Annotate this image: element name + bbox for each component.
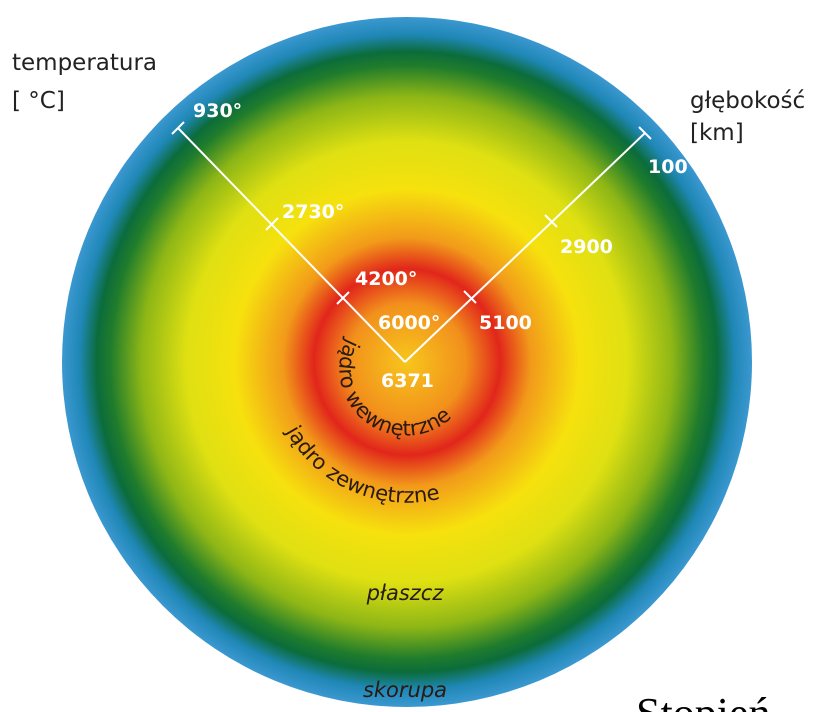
mantle-label: płaszcz xyxy=(366,581,445,605)
axes xyxy=(171,121,652,363)
tick xyxy=(336,291,350,305)
crust-label: skorupa xyxy=(363,678,447,702)
tick xyxy=(171,121,185,135)
footer-text: Stopień xyxy=(636,689,770,712)
tick xyxy=(463,290,477,304)
depth-axis xyxy=(404,132,646,363)
tick xyxy=(544,214,558,228)
depth-title: głębokość xyxy=(690,88,805,114)
depth-label: 100 xyxy=(648,156,688,178)
depth-label: 2900 xyxy=(560,236,613,258)
depth-unit: [km] xyxy=(690,120,744,146)
tick xyxy=(638,126,652,140)
temperature-title: temperatura xyxy=(12,50,157,76)
tick xyxy=(265,217,279,231)
temperature-label: 930° xyxy=(193,100,242,122)
temperature-label: 2730° xyxy=(282,201,344,223)
temperature-label: 4200° xyxy=(355,268,417,290)
earth xyxy=(62,17,752,707)
depth-label: 6371 xyxy=(381,370,434,392)
depth-label: 5100 xyxy=(479,312,532,334)
temperature-unit: [ °C] xyxy=(12,88,65,114)
temperature-label: 6000° xyxy=(378,312,440,334)
temperature-axis xyxy=(177,127,406,363)
